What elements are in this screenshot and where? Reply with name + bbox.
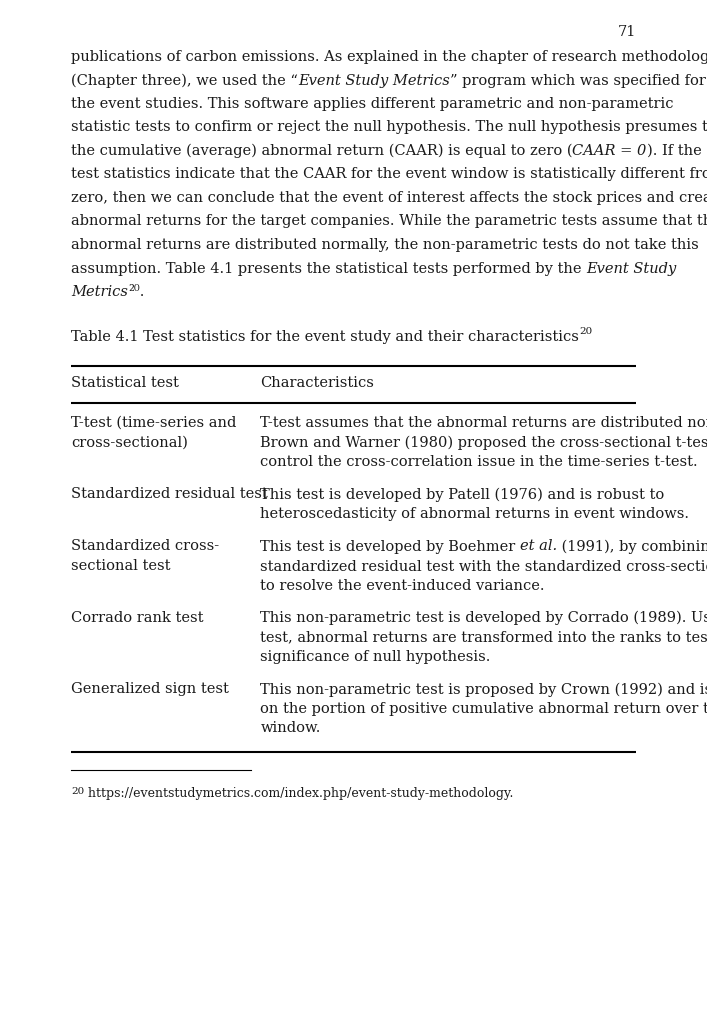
Text: publications of carbon emissions. As explained in the chapter of research method: publications of carbon emissions. As exp… <box>71 50 707 64</box>
Text: Brown and Warner (1980) proposed the cross-sectional t-test to: Brown and Warner (1980) proposed the cro… <box>260 435 707 449</box>
Text: ). If the: ). If the <box>647 144 701 158</box>
Text: This non-parametric test is proposed by Crown (1992) and is based: This non-parametric test is proposed by … <box>260 683 707 697</box>
Text: sectional test: sectional test <box>71 559 170 573</box>
Text: significance of null hypothesis.: significance of null hypothesis. <box>260 650 491 664</box>
Text: (1991), by combining the: (1991), by combining the <box>557 539 707 553</box>
Text: 71: 71 <box>618 25 636 39</box>
Text: T-test assumes that the abnormal returns are distributed normally.: T-test assumes that the abnormal returns… <box>260 416 707 430</box>
Text: assumption. Table 4.1 presents the statistical tests performed by the: assumption. Table 4.1 presents the stati… <box>71 262 586 276</box>
Text: Statistical test: Statistical test <box>71 376 179 390</box>
Text: test statistics indicate that the CAAR for the event window is statistically dif: test statistics indicate that the CAAR f… <box>71 168 707 182</box>
Text: Event Study Metrics: Event Study Metrics <box>298 74 450 88</box>
Text: on the portion of positive cumulative abnormal return over the event: on the portion of positive cumulative ab… <box>260 702 707 716</box>
Text: Characteristics: Characteristics <box>260 376 374 390</box>
Text: abnormal returns for the target companies. While the parametric tests assume tha: abnormal returns for the target companie… <box>71 214 707 228</box>
Text: 20: 20 <box>71 787 84 796</box>
Text: Table 4.1 Test statistics for the event study and their characteristics: Table 4.1 Test statistics for the event … <box>71 330 579 344</box>
Text: (Chapter three), we used the “: (Chapter three), we used the “ <box>71 74 298 88</box>
Text: This test is developed by Boehmer: This test is developed by Boehmer <box>260 539 520 553</box>
Text: Corrado rank test: Corrado rank test <box>71 611 204 625</box>
Text: to resolve the event-induced variance.: to resolve the event-induced variance. <box>260 579 545 593</box>
Text: Standardized cross-: Standardized cross- <box>71 539 219 553</box>
Text: Standardized residual test: Standardized residual test <box>71 488 268 502</box>
Text: statistic tests to confirm or reject the null hypothesis. The null hypothesis pr: statistic tests to confirm or reject the… <box>71 120 707 134</box>
Text: Generalized sign test: Generalized sign test <box>71 683 229 697</box>
Text: the cumulative (average) abnormal return (CAAR) is equal to zero (: the cumulative (average) abnormal return… <box>71 144 573 159</box>
Text: T-test (time-series and: T-test (time-series and <box>71 416 236 430</box>
Text: zero, then we can conclude that the event of interest affects the stock prices a: zero, then we can conclude that the even… <box>71 191 707 205</box>
Text: test, abnormal returns are transformed into the ranks to test the: test, abnormal returns are transformed i… <box>260 630 707 644</box>
Text: abnormal returns are distributed normally, the non-parametric tests do not take : abnormal returns are distributed normall… <box>71 238 699 252</box>
Text: ²⁰.: ²⁰. <box>128 285 144 299</box>
Text: cross-sectional): cross-sectional) <box>71 435 188 449</box>
Text: ” program which was specified for: ” program which was specified for <box>450 74 706 88</box>
Text: This test is developed by Patell (1976) and is robust to: This test is developed by Patell (1976) … <box>260 488 665 502</box>
Text: standardized residual test with the standardized cross-sectional test,: standardized residual test with the stan… <box>260 559 707 573</box>
Text: et al.: et al. <box>520 539 557 553</box>
Text: control the cross-correlation issue in the time-series t-test.: control the cross-correlation issue in t… <box>260 454 698 469</box>
Text: 20: 20 <box>579 326 592 335</box>
Text: CAAR = 0: CAAR = 0 <box>573 144 647 158</box>
Text: This non-parametric test is developed by Corrado (1989). Using this: This non-parametric test is developed by… <box>260 611 707 625</box>
Text: heteroscedasticity of abnormal returns in event windows.: heteroscedasticity of abnormal returns i… <box>260 507 689 521</box>
Text: Metrics: Metrics <box>71 285 128 299</box>
Text: the event studies. This software applies different parametric and non-parametric: the event studies. This software applies… <box>71 97 674 111</box>
Text: https://eventstudymetrics.com/index.php/event-study-methodology.: https://eventstudymetrics.com/index.php/… <box>84 787 513 800</box>
Text: Event Study: Event Study <box>586 262 677 276</box>
Text: window.: window. <box>260 721 321 735</box>
